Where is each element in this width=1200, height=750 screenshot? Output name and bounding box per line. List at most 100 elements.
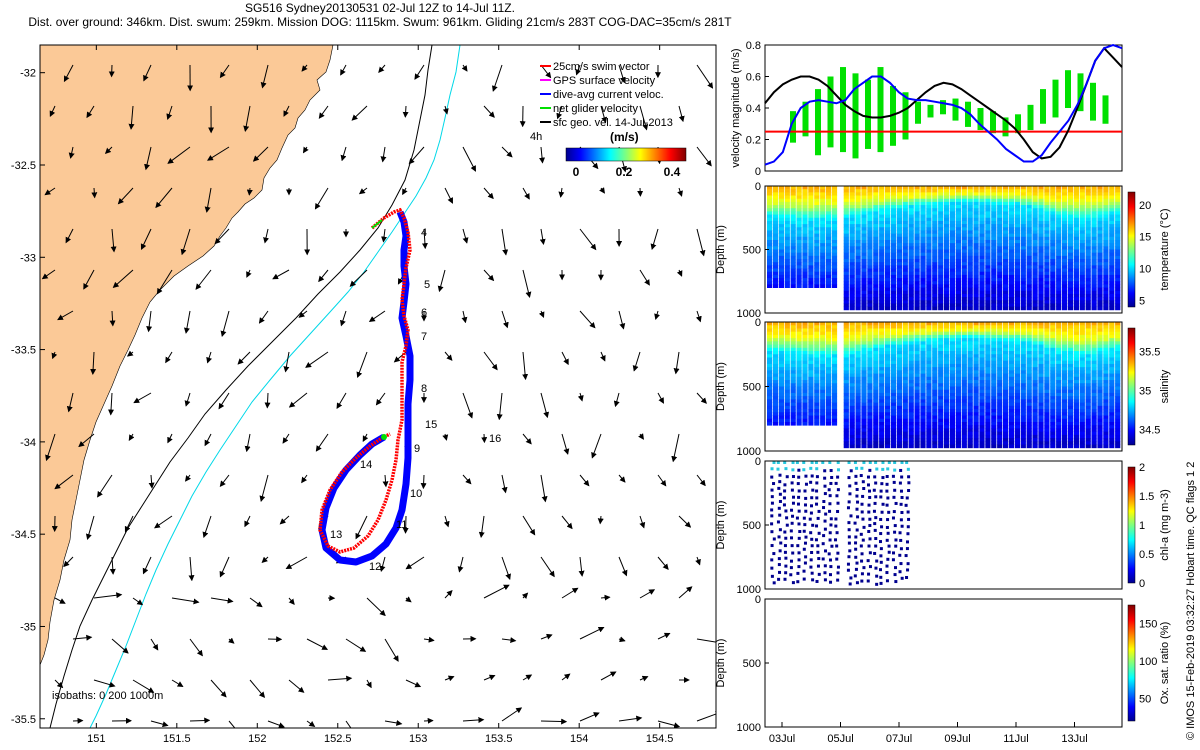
temperature-cell [843,220,849,225]
temperature-cell [1085,278,1091,282]
salinity-cell [879,373,885,378]
temperature-cell [820,189,826,193]
salinity-cell [902,428,908,433]
temperature-cell [767,284,773,288]
salinity-cell [1003,389,1009,394]
temperature-cell [896,243,902,247]
salinity-cell [1032,386,1038,391]
salinity-cell [979,351,985,355]
temperature-cell [890,224,897,228]
salinity-cell [938,425,944,429]
salinity-cell [790,389,796,394]
temperature-cell [784,224,790,228]
net-velocity-bar [940,100,946,115]
geostrophic-arrow [638,433,644,440]
temperature-cell [938,224,944,228]
salinity-cell [967,331,973,336]
salinity-cell [1050,351,1056,355]
temperature-cell [961,300,967,304]
salinity-cell [831,322,838,326]
temperature-cell [991,300,997,304]
temperature-cell [885,220,891,225]
geostrophic-arrow [618,310,626,330]
temperature-cell [808,265,814,269]
temperature-cell [985,239,991,244]
salinity-cell [1115,351,1121,355]
salinity-cell [1050,412,1056,416]
salinity-cell [890,322,897,326]
chlorophyll-point [772,461,776,464]
salinity-cell [973,322,979,326]
temperature-cell [808,211,814,215]
temperature-cell [920,208,926,212]
salinity-cell [861,421,867,426]
temperature-cell [979,198,985,203]
salinity-cell [778,389,784,394]
salinity-cell [1050,373,1056,378]
temperature-cell [938,303,944,308]
temperature-cell [890,211,897,215]
salinity-cell [1109,370,1115,374]
temperature-cell [1085,290,1091,295]
salinity-cell [879,383,885,387]
temperature-cell [1109,268,1115,273]
salinity-cell [973,334,979,339]
salinity-cell [814,351,820,355]
salinity-cell [926,376,932,381]
temperature-cell [914,249,920,254]
salinity-cell [949,392,956,397]
geostrophic-arrow [522,433,532,445]
salinity-cell [867,344,873,349]
salinity-cell [1020,438,1026,442]
temperature-cell [861,214,867,219]
temperature-cell [967,284,973,288]
salinity-cell [1073,431,1079,436]
salinity-cell [890,380,897,384]
temperature-cell [796,205,802,209]
temperature-cell [896,195,902,200]
salinity-cell [991,402,997,407]
temperature-cell [955,217,961,222]
temperature-cell [778,278,784,282]
temperature-cell [1109,259,1115,263]
salinity-cell [991,431,997,436]
temperature-cell [1097,290,1103,295]
salinity-cell [826,344,832,349]
geostrophic-arrow [260,64,269,89]
temperature-cell [1003,287,1009,292]
salinity-cell [961,344,967,349]
temperature-cell [902,281,908,285]
temperature-cell [1020,293,1026,298]
temperature-cell [985,303,991,308]
salinity-cell [997,444,1003,449]
salinity-cell [902,347,908,352]
temperature-cell [885,214,891,219]
salinity-cell [938,386,944,391]
salinity-cell [944,344,950,349]
chlorophyll-point [785,523,789,527]
salinity-cell [1026,331,1032,336]
temperature-cell [879,265,885,269]
salinity-cell [961,402,967,407]
salinity-cell [1079,409,1085,413]
temperature-cell [1109,297,1115,301]
temperature-cell [955,186,961,190]
temperature-cell [1103,201,1109,206]
geostrophic-arrow [301,474,308,484]
temperature-cell [1032,214,1038,219]
salinity-cell [885,328,891,333]
geostrophic-velocity-arrows [41,64,716,728]
salinity-cell [944,360,950,365]
chlorophyll-point [797,475,801,479]
salinity-cell [902,434,908,439]
chlorophyll-point [796,502,800,506]
salinity-cell [1014,376,1020,381]
chlorophyll-point [785,516,789,520]
salinity-cell [1020,444,1026,449]
geostrophic-arrow [540,718,568,725]
temperature-cell [1073,249,1079,254]
temperature-cell [1014,293,1020,298]
chlorophyll-point [778,570,782,574]
salinity-cell [861,412,867,416]
temperature-cell [831,278,838,282]
